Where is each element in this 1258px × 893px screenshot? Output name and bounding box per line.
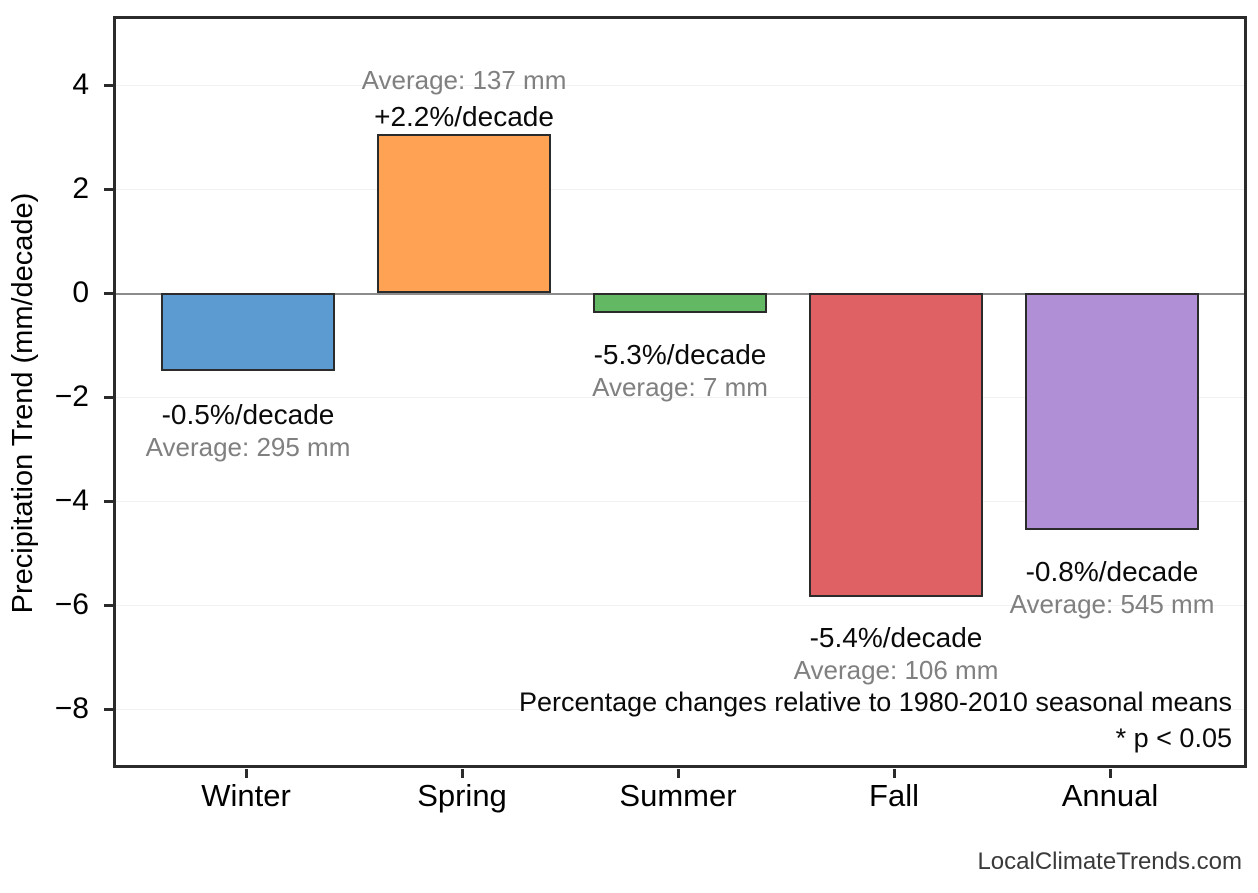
bar-fall[interactable] [809, 293, 983, 597]
annotation-fall-average: Average: 106 mm [793, 655, 999, 685]
y-tick-mark-neg4 [104, 500, 113, 503]
x-tick-label-winter: Winter [201, 778, 291, 813]
bar-summer[interactable] [593, 293, 767, 313]
annotation-spring-average: Average: 137 mm [361, 65, 567, 95]
x-tick-mark-annual [1109, 769, 1112, 778]
gridline-neg4 [116, 501, 1244, 502]
y-tick-label-neg6: −6 [54, 588, 89, 621]
x-tick-label-annual: Annual [1061, 778, 1159, 813]
gridline-2 [116, 189, 1244, 190]
y-tick-label-4: 4 [72, 68, 89, 101]
bar-winter[interactable] [161, 293, 335, 371]
y-tick-label-neg8: −8 [54, 692, 89, 725]
y-tick-label-2: 2 [72, 172, 89, 205]
watermark: LocalClimateTrends.com [977, 848, 1242, 875]
annotation-summer-average: Average: 7 mm [592, 372, 768, 402]
y-tick-mark-2 [104, 188, 113, 191]
annotation-fall-percent: -5.4%/decade [809, 622, 983, 653]
y-tick-mark-neg2 [104, 396, 113, 399]
gridline-4 [116, 85, 1244, 86]
plot-area: -0.5%/decade Average: 295 mm Average: 13… [116, 19, 1244, 765]
x-tick-label-fall: Fall [869, 778, 919, 813]
y-tick-mark-4 [104, 84, 113, 87]
gridline-neg8 [116, 709, 1244, 710]
y-tick-label-0: 0 [72, 276, 89, 309]
bar-spring[interactable] [377, 134, 551, 293]
gridline-neg6 [116, 605, 1244, 606]
y-tick-mark-0 [104, 292, 113, 295]
plot-panel: -0.5%/decade Average: 295 mm Average: 13… [113, 16, 1247, 768]
x-tick-mark-spring [461, 769, 464, 778]
footnote-block: Percentage changes relative to 1980-2010… [519, 684, 1232, 757]
x-tick-label-summer: Summer [619, 778, 737, 813]
bar-annual[interactable] [1025, 293, 1199, 530]
x-tick-mark-winter [245, 769, 248, 778]
x-tick-label-spring: Spring [417, 778, 507, 813]
annotation-annual-average: Average: 545 mm [1009, 589, 1215, 619]
annotation-winter-percent: -0.5%/decade [161, 399, 335, 430]
annotation-summer-percent: -5.3%/decade [593, 339, 767, 370]
y-tick-mark-neg8 [104, 708, 113, 711]
annotation-spring-percent: +2.2%/decade [374, 101, 554, 132]
footnote-line-1: Percentage changes relative to 1980-2010… [519, 687, 1232, 717]
y-tick-label-neg4: −4 [54, 484, 89, 517]
footnote-line-2: * p < 0.05 [1115, 723, 1232, 754]
annotation-winter-average: Average: 295 mm [145, 432, 351, 462]
annotation-annual-percent: -0.8%/decade [1025, 556, 1199, 587]
x-tick-mark-summer [677, 769, 680, 778]
y-tick-mark-neg6 [104, 604, 113, 607]
y-tick-label-neg2: −2 [54, 380, 89, 413]
x-tick-mark-fall [893, 769, 896, 778]
gridline-neg2 [116, 397, 1244, 398]
